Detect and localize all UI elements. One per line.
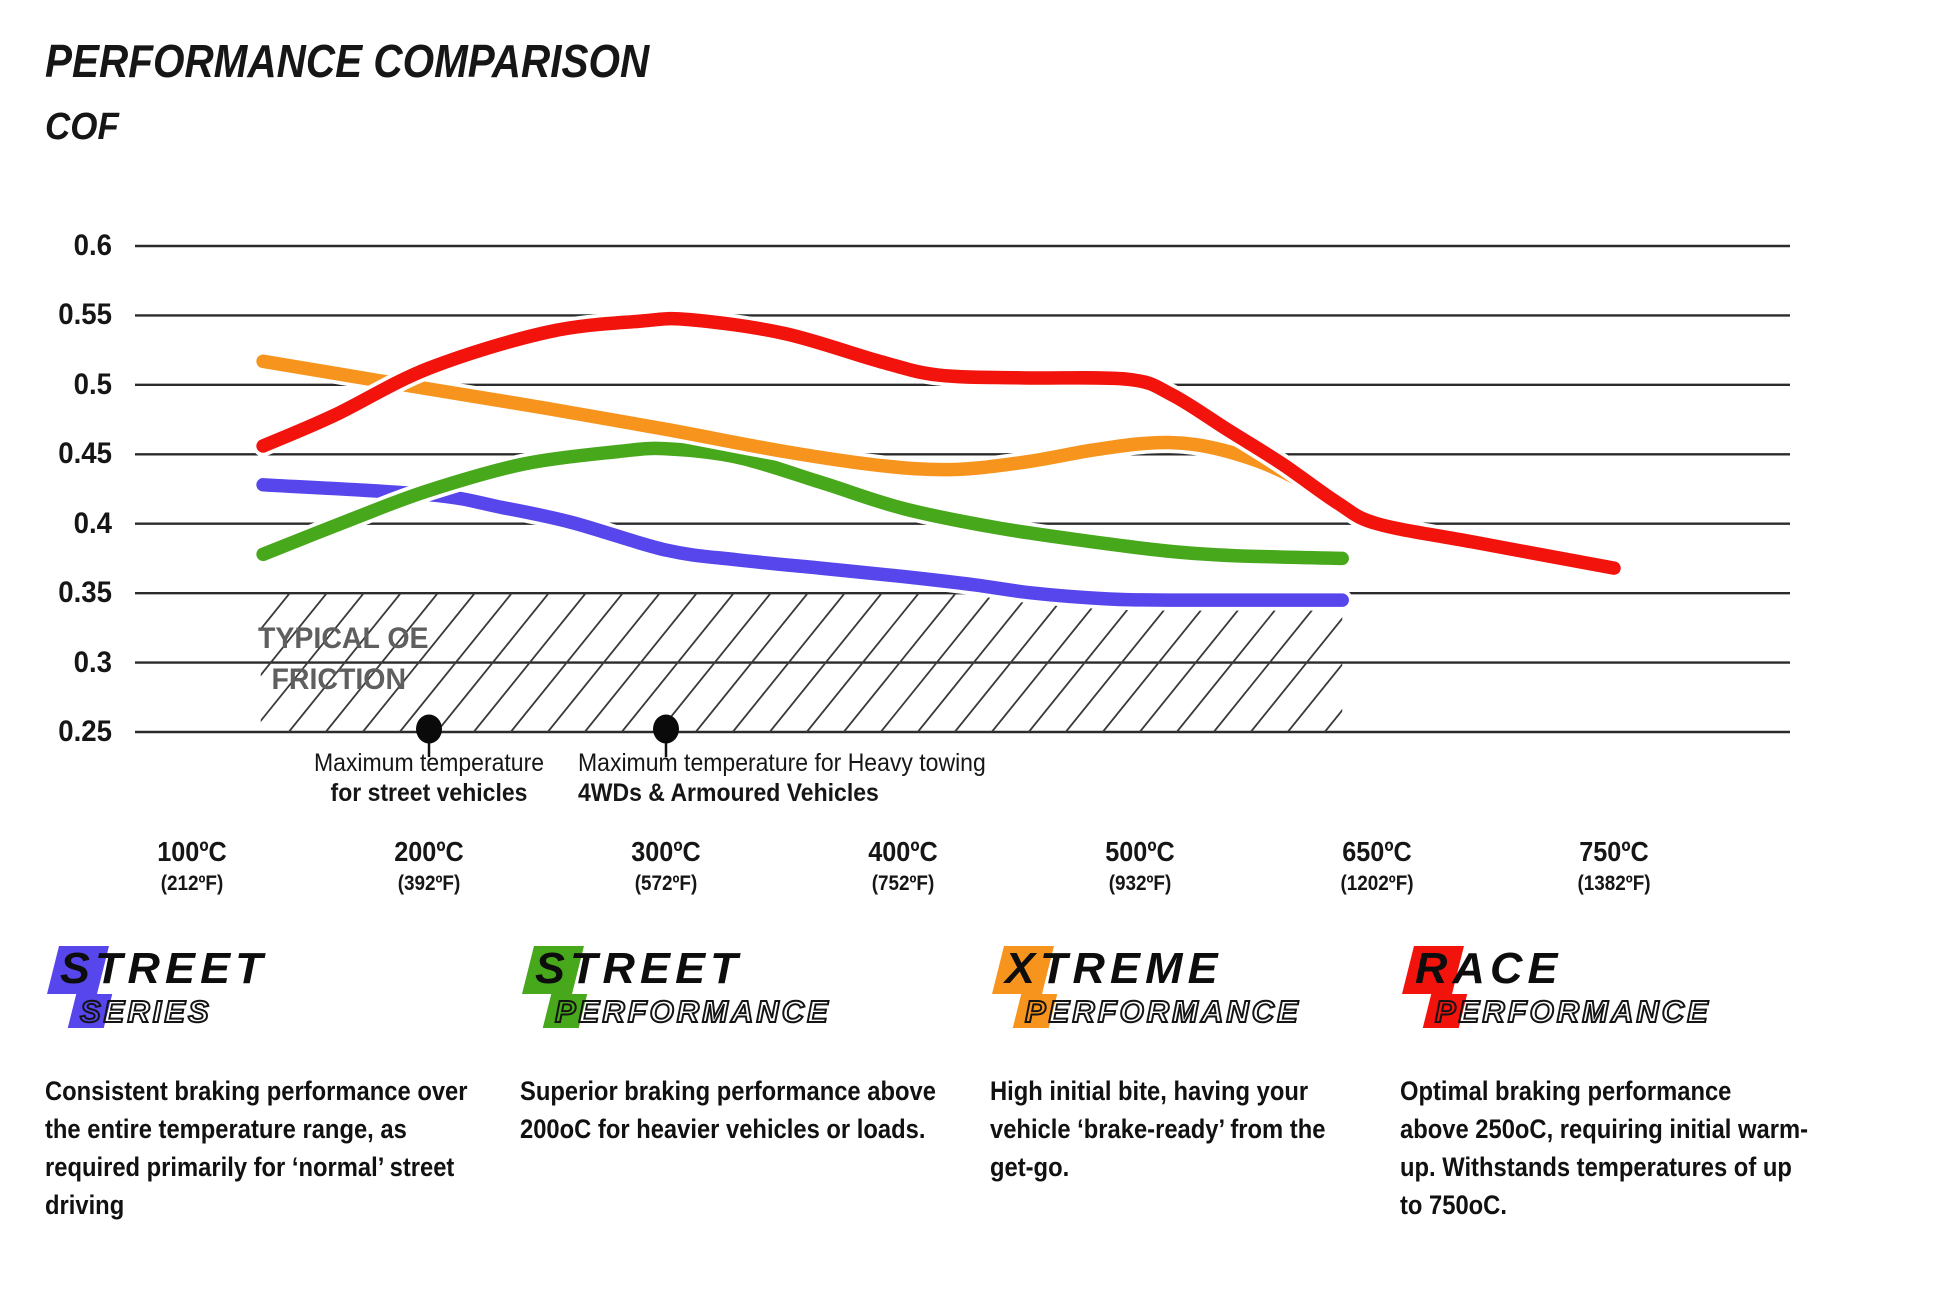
hatch-line bbox=[1176, 593, 1290, 733]
x-tick-celsius: 400ºC bbox=[868, 836, 938, 867]
x-tick-label: 750ºC (1382ºF) bbox=[1577, 836, 1650, 897]
annotation-line1: Maximum temperature bbox=[313, 749, 545, 777]
hatch-line bbox=[1139, 593, 1253, 733]
x-tick-celsius: 300ºC bbox=[631, 836, 701, 867]
legend-item-xtreme-performance: XTREME PERFORMANCE High initial bite, havi… bbox=[990, 944, 1460, 1274]
series-description: High initial bite, having your vehicle ‘… bbox=[990, 1076, 1326, 1182]
x-tick-celsius: 750ºC bbox=[1579, 836, 1649, 867]
race-performance-curve bbox=[256, 311, 1621, 575]
series-sub-word: PERFORMANCE bbox=[1024, 993, 1301, 1030]
hatch-line bbox=[260, 593, 365, 723]
hatch-line bbox=[695, 593, 809, 733]
series-sub-word: PERFORMANCE bbox=[1434, 993, 1711, 1030]
x-tick-fahrenheit: (1202ºF) bbox=[1340, 872, 1414, 895]
hatch-line bbox=[325, 593, 439, 733]
annotation-line2: 4WDs & Armoured Vehicles bbox=[578, 779, 879, 807]
hatch-line bbox=[917, 593, 1031, 733]
series-description: Consistent braking performance over the … bbox=[45, 1076, 468, 1220]
oe-friction-hatched-band bbox=[260, 593, 1343, 733]
y-tick-label: 0.35 bbox=[58, 576, 112, 610]
page-title: PERFORMANCE COMPARISON bbox=[45, 35, 650, 87]
legend-item-race-performance: RACE PERFORMANCE Optimal braking performan… bbox=[1400, 944, 1870, 1274]
hatch-line bbox=[658, 593, 772, 733]
max-temperature-annotation: Maximum temperature for Heavy towing 4WDs… bbox=[578, 748, 986, 808]
annotation-dot bbox=[416, 714, 442, 744]
series-logo: XTREME PERFORMANCE bbox=[990, 944, 1460, 1069]
series-brand-word: STREET bbox=[60, 944, 268, 993]
x-tick-celsius: 500ºC bbox=[1105, 836, 1175, 867]
hatch-line bbox=[1250, 617, 1343, 733]
legend-item-street-performance: STREET PERFORMANCE Superior braking perfor… bbox=[520, 944, 990, 1274]
hatch-line bbox=[1065, 593, 1179, 733]
typical-oe-friction-label: TYPICAL OE FRICTION bbox=[258, 618, 429, 700]
legend-item-street-series: STREET SERIES Consistent braking performan… bbox=[45, 944, 515, 1274]
hatch-line bbox=[473, 593, 587, 733]
x-tick-label: 300ºC (572ºF) bbox=[631, 836, 700, 897]
series-description: Optimal braking performance above 250oC,… bbox=[1400, 1076, 1808, 1220]
x-tick-label: 400ºC (752ºF) bbox=[868, 836, 937, 897]
hatch-line bbox=[547, 593, 661, 733]
y-tick-label: 0.5 bbox=[73, 367, 112, 401]
hatch-line bbox=[880, 593, 994, 733]
hatch-line bbox=[584, 593, 698, 733]
hatch-line bbox=[769, 593, 883, 733]
y-tick-label: 0.25 bbox=[58, 715, 112, 748]
x-tick-fahrenheit: (1382ºF) bbox=[1577, 872, 1651, 895]
series-brand-word: STREET bbox=[535, 944, 743, 993]
hatch-line bbox=[1102, 593, 1216, 733]
hatch-line bbox=[260, 593, 328, 677]
oe-label-line2: FRICTION bbox=[271, 663, 407, 696]
hatch-line bbox=[399, 593, 513, 733]
x-tick-label: 650ºC (1202ºF) bbox=[1340, 836, 1413, 897]
y-tick-label: 0.3 bbox=[73, 645, 112, 679]
series-sub-word: PERFORMANCE bbox=[554, 993, 831, 1030]
x-tick-celsius: 200ºC bbox=[394, 836, 464, 867]
y-tick-label: 0.45 bbox=[58, 437, 112, 471]
hatch-line bbox=[1028, 593, 1142, 733]
hatch-line bbox=[436, 593, 550, 733]
x-tick-fahrenheit: (752ºF) bbox=[871, 872, 935, 895]
y-axis-title: COF bbox=[45, 106, 119, 148]
series-sub-word: SERIES bbox=[79, 993, 212, 1030]
series-brand-word: RACE bbox=[1415, 944, 1563, 993]
hatch-line bbox=[510, 593, 624, 733]
hatch-line bbox=[991, 593, 1105, 733]
annotation-line1: Maximum temperature for Heavy towing bbox=[578, 749, 986, 777]
oe-label-line1: TYPICAL OE bbox=[258, 622, 429, 655]
hatch-line bbox=[1287, 662, 1343, 733]
x-tick-fahrenheit: (212ºF) bbox=[160, 872, 224, 895]
x-tick-fahrenheit: (572ºF) bbox=[634, 872, 698, 895]
street-performance-curve bbox=[256, 441, 1349, 566]
series-logo: RACE PERFORMANCE bbox=[1400, 944, 1870, 1069]
x-tick-celsius: 650ºC bbox=[1342, 836, 1412, 867]
x-tick-fahrenheit: (932ºF) bbox=[1108, 872, 1172, 895]
hatch-line bbox=[1213, 593, 1327, 733]
hatch-line bbox=[843, 593, 957, 733]
xtreme-performance-curve bbox=[256, 354, 1345, 512]
x-tick-label: 100ºC (212ºF) bbox=[157, 836, 226, 897]
y-tick-label: 0.4 bbox=[73, 506, 112, 540]
hatch-line bbox=[621, 593, 735, 733]
hatch-line bbox=[288, 593, 402, 733]
hatch-line bbox=[806, 593, 920, 733]
x-tick-fahrenheit: (392ºF) bbox=[397, 872, 461, 895]
y-tick-label: 0.6 bbox=[73, 229, 112, 262]
x-tick-label: 200ºC (392ºF) bbox=[394, 836, 463, 897]
hatch-line bbox=[260, 593, 291, 631]
annotation-line2: for street vehicles bbox=[330, 779, 528, 807]
x-tick-label: 500ºC (932ºF) bbox=[1105, 836, 1174, 897]
max-temperature-annotation: Maximum temperature for street vehicles bbox=[314, 748, 544, 808]
annotation-dot bbox=[653, 714, 679, 744]
hatch-line bbox=[954, 593, 1068, 733]
hatch-line bbox=[362, 593, 476, 733]
series-logo: STREET SERIES bbox=[45, 944, 515, 1069]
series-description: Superior braking performance above 200oC… bbox=[520, 1076, 936, 1144]
x-tick-celsius: 100ºC bbox=[157, 836, 227, 867]
y-tick-label: 0.55 bbox=[58, 298, 112, 332]
series-logo: STREET PERFORMANCE bbox=[520, 944, 990, 1069]
hatch-line bbox=[732, 593, 846, 733]
street-series-curve bbox=[256, 478, 1349, 607]
series-brand-word: XTREME bbox=[1005, 944, 1223, 993]
